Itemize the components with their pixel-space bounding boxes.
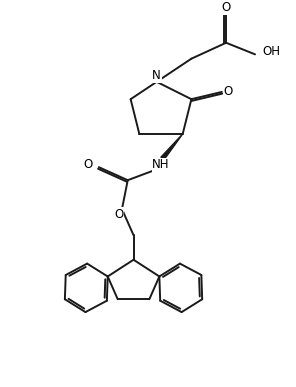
Text: NH: NH <box>152 158 170 171</box>
Text: O: O <box>115 208 124 221</box>
Text: O: O <box>83 158 92 171</box>
Text: O: O <box>221 1 231 14</box>
Text: N: N <box>152 69 161 82</box>
Text: O: O <box>223 86 233 98</box>
Text: OH: OH <box>263 45 281 58</box>
Polygon shape <box>161 134 183 160</box>
